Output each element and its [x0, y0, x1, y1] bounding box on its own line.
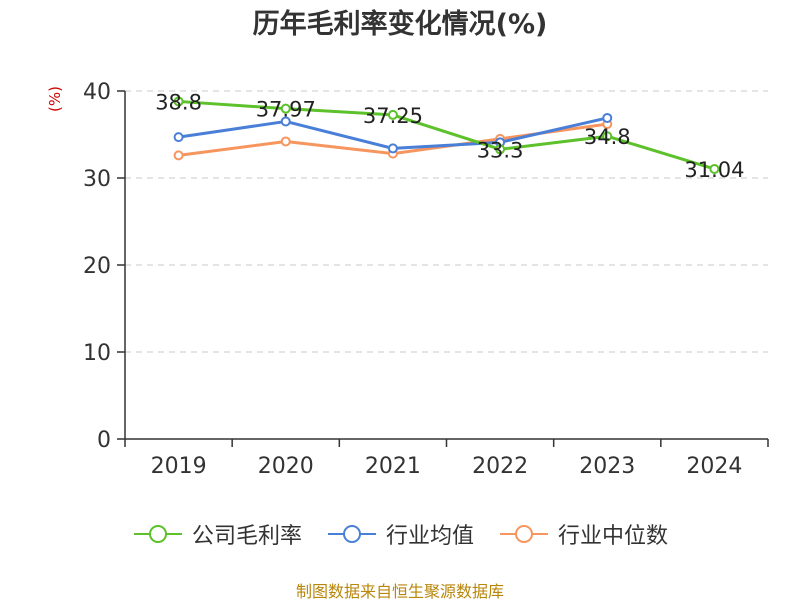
x-tick-label: 2024	[686, 454, 742, 479]
data-label: 38.8	[155, 90, 202, 114]
legend: 公司毛利率 行业均值 行业中位数	[0, 518, 800, 550]
data-label: 33.3	[477, 138, 524, 162]
legend-item-company-gross-margin[interactable]: 公司毛利率	[132, 518, 302, 550]
data-point	[602, 112, 613, 123]
legend-label: 行业均值	[385, 524, 474, 549]
legend-marker-icon	[133, 525, 182, 543]
x-tick-label: 2023	[579, 454, 635, 479]
data-label: 37.25	[363, 104, 423, 128]
data-point	[173, 132, 184, 143]
y-tick-label: 10	[83, 341, 111, 366]
data-point	[280, 136, 291, 147]
data-point	[602, 131, 613, 142]
data-point	[495, 144, 506, 155]
legend-marker-icon	[500, 525, 548, 543]
x-tick-label: 2022	[472, 454, 528, 479]
legend-label: 行业中位数	[558, 524, 669, 549]
data-point	[709, 163, 720, 174]
data-point	[173, 96, 184, 107]
legend-item-industry-median[interactable]: 行业中位数	[498, 518, 668, 550]
data-point	[387, 109, 398, 120]
y-tick-label: 40	[83, 80, 111, 105]
legend-label: 公司毛利率	[191, 524, 302, 549]
legend-item-industry-mean[interactable]: 行业均值	[326, 518, 474, 550]
data-point	[173, 150, 184, 161]
y-tick-label: 30	[83, 167, 111, 192]
chart-title: 历年毛利率变化情况(%)	[252, 9, 548, 40]
x-tick-label: 2019	[151, 454, 207, 479]
x-tick-label: 2021	[365, 454, 421, 479]
data-point	[280, 103, 291, 114]
data-label: 37.97	[256, 98, 316, 122]
legend-marker-icon	[327, 525, 376, 543]
data-source-note: 制图数据来自恒生聚源数据库	[295, 582, 504, 601]
data-label: 34.8	[584, 125, 631, 149]
x-tick-label: 2020	[258, 454, 314, 479]
data-point	[387, 143, 398, 154]
y-tick-label: 20	[83, 254, 111, 279]
y-tick-label: 0	[97, 428, 111, 453]
data-label: 31.04	[684, 158, 744, 182]
series-line	[178, 99, 715, 171]
data-point	[280, 116, 291, 127]
